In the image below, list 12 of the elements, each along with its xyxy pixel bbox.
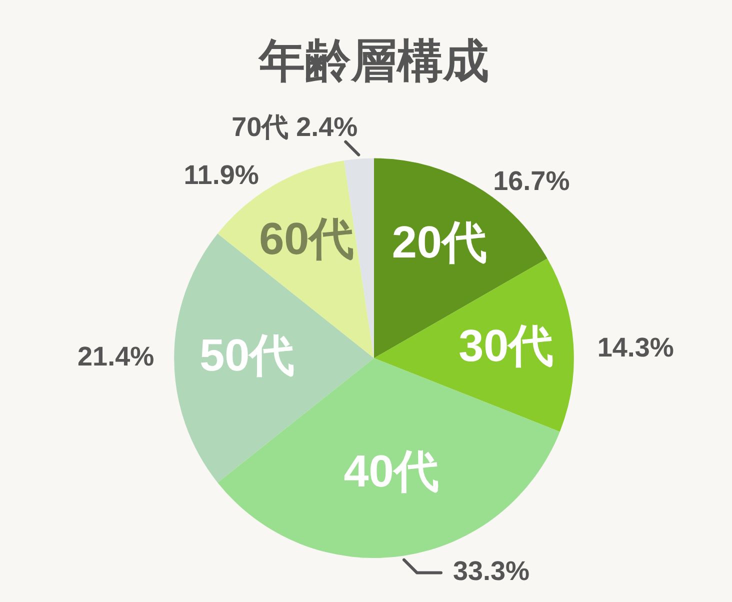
data-label: 14.3% (597, 332, 674, 362)
data-label: 11.9% (184, 160, 259, 190)
slice-label: 70代 2.4% (232, 112, 358, 142)
slice-label: 60代 (259, 213, 354, 264)
data-label: 16.7% (493, 166, 570, 196)
slice-label: 30代 (458, 320, 554, 371)
slice-label: 40代 (344, 446, 439, 497)
slice-label: 20代 (392, 216, 487, 268)
slice-label: 50代 (200, 330, 295, 381)
data-label: 33.3% (453, 556, 530, 586)
chart-title: 年齢層構成 (257, 34, 489, 86)
data-label: 21.4% (78, 342, 154, 372)
